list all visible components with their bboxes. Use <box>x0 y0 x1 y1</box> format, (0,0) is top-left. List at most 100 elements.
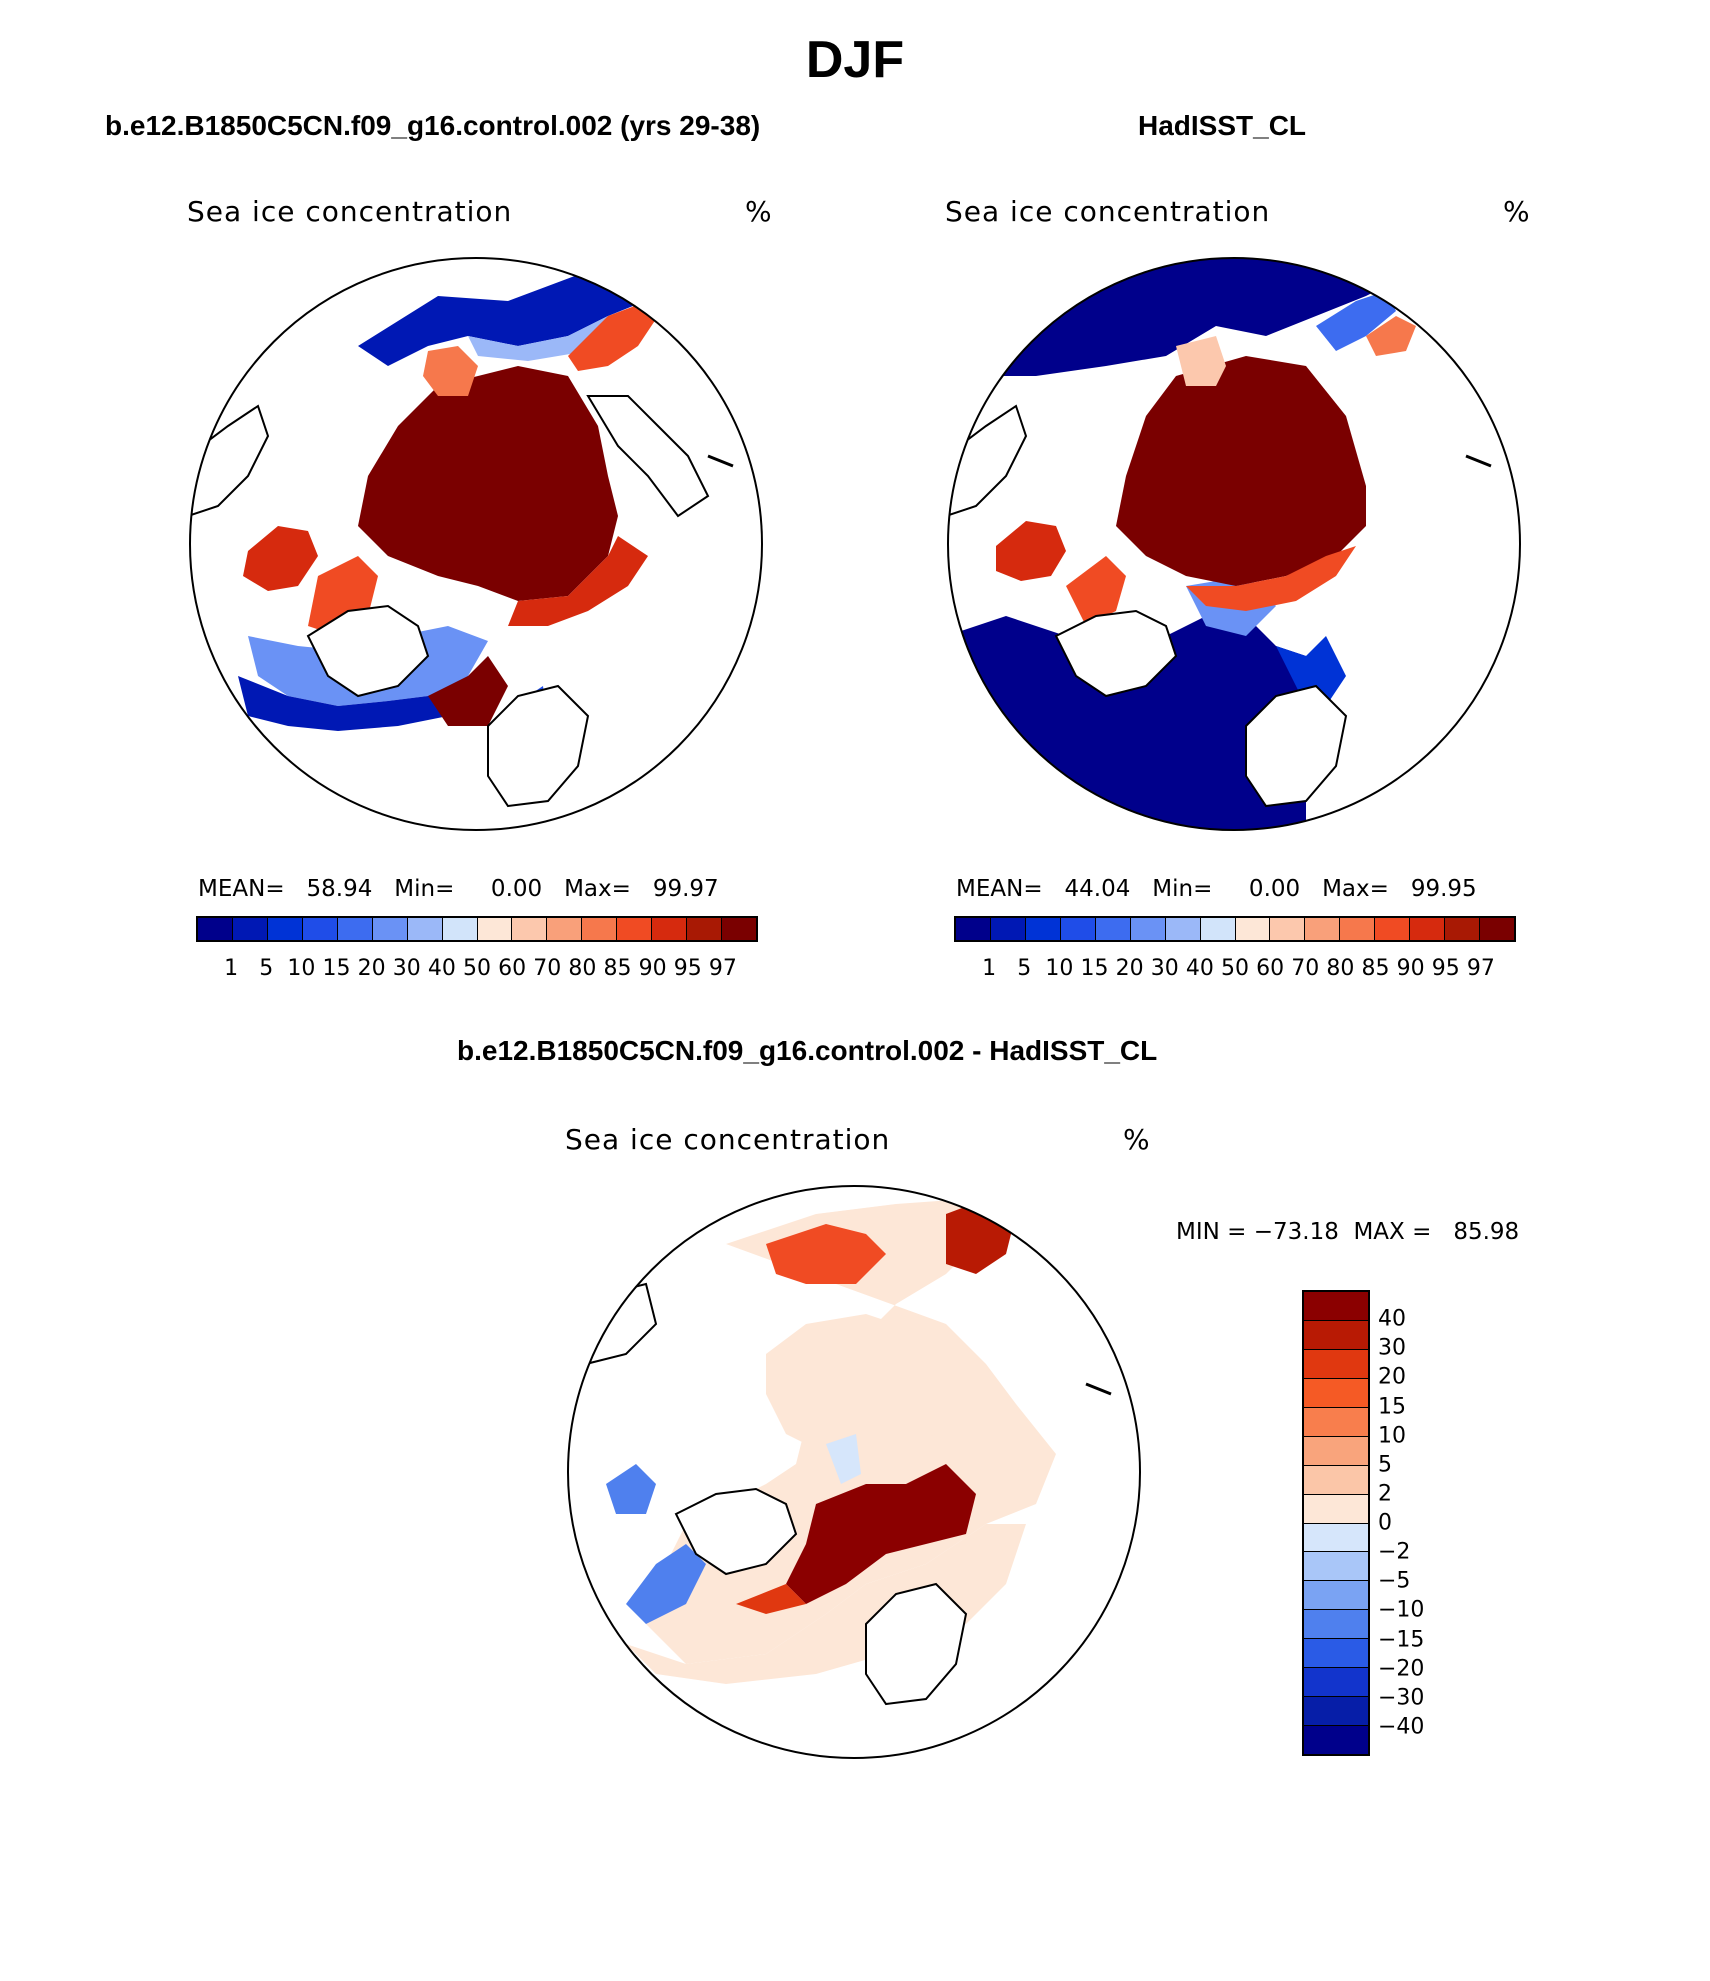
diff-colorbar-swatch <box>1304 1378 1368 1408</box>
right-colorbar-tick-label: 85 <box>1361 956 1390 981</box>
left-colorbar-ticks: 1 5 10 15 20 30 40 50 60 70 80 85 90 95 97 <box>196 956 758 986</box>
left-colorbar-tick-label: 60 <box>498 956 527 981</box>
left-colorbar-tick-label: 1 <box>224 956 239 981</box>
diff-colorbar-swatch <box>1304 1320 1368 1350</box>
diff-colorbar-swatch <box>1304 1639 1368 1669</box>
right-colorbar-swatch <box>1445 918 1481 940</box>
right-colorbar-tick-label: 5 <box>1017 956 1032 981</box>
diff-colorbar-tick-label: −5 <box>1378 1568 1411 1594</box>
diff-colorbar-swatch <box>1304 1523 1368 1553</box>
diff-colorbar-swatch <box>1304 1610 1368 1640</box>
right-colorbar-swatch <box>1130 918 1166 940</box>
diff-colorbar-tick-label: 20 <box>1378 1364 1406 1390</box>
diff-colorbar-tick-label: 2 <box>1378 1481 1392 1507</box>
right-colorbar-tick-label: 70 <box>1291 956 1320 981</box>
right-colorbar-swatch <box>1200 918 1236 940</box>
right-colorbar <box>954 916 1516 942</box>
right-colorbar-tick-label: 80 <box>1326 956 1355 981</box>
left-colorbar-swatch <box>407 918 443 940</box>
left-colorbar-swatch <box>337 918 373 940</box>
diff-colorbar-swatch <box>1304 1697 1368 1727</box>
left-stats: MEAN= 58.94 Min= 0.00 Max= 99.97 <box>198 876 719 902</box>
right-colorbar-swatch <box>1095 918 1131 940</box>
left-colorbar-swatch <box>442 918 478 940</box>
right-colorbar-swatch <box>1270 918 1306 940</box>
left-colorbar-swatch <box>372 918 408 940</box>
right-units-label: % <box>1503 195 1531 228</box>
left-colorbar-tick-label: 30 <box>392 956 421 981</box>
left-colorbar-swatch <box>547 918 583 940</box>
diff-stats: MIN = −73.18 MAX = 85.98 <box>1176 1219 1520 1245</box>
left-colorbar-tick-label: 90 <box>638 956 667 981</box>
diff-colorbar-tick-label: 10 <box>1378 1423 1406 1449</box>
left-colorbar-swatch <box>512 918 548 940</box>
diff-colorbar-swatch <box>1304 1436 1368 1466</box>
diff-colorbar <box>1302 1290 1370 1756</box>
left-colorbar-swatch <box>617 918 653 940</box>
diff-colorbar-swatch <box>1304 1494 1368 1524</box>
left-colorbar-swatch <box>477 918 513 940</box>
left-polar-map <box>189 257 763 831</box>
right-colorbar-tick-label: 95 <box>1431 956 1460 981</box>
right-colorbar-swatch <box>1305 918 1341 940</box>
diff-colorbar-swatch <box>1304 1465 1368 1495</box>
diff-colorbar-tick-label: −15 <box>1378 1627 1425 1652</box>
left-variable-label: Sea ice concentration <box>187 195 513 228</box>
left-colorbar-tick-label: 70 <box>533 956 562 981</box>
left-panel-title: b.e12.B1850C5CN.f09_g16.control.002 (yrs… <box>105 110 761 141</box>
left-colorbar-swatch <box>198 918 233 940</box>
left-colorbar-tick-label: 85 <box>603 956 632 981</box>
diff-panel-title: b.e12.B1850C5CN.f09_g16.control.002 - Ha… <box>457 1035 1158 1066</box>
right-colorbar-swatch <box>956 918 991 940</box>
right-colorbar-tick-label: 15 <box>1080 956 1109 981</box>
right-colorbar-tick-label: 90 <box>1396 956 1425 981</box>
diff-colorbar-tick-label: 5 <box>1378 1452 1392 1478</box>
diff-colorbar-swatch <box>1304 1292 1368 1321</box>
diff-colorbar-tick-label: −40 <box>1378 1714 1425 1740</box>
right-colorbar-tick-label: 10 <box>1045 956 1074 981</box>
right-polar-map <box>947 257 1521 831</box>
diff-colorbar-tick-label: 15 <box>1378 1394 1406 1419</box>
left-colorbar-swatch <box>267 918 303 940</box>
right-stats: MEAN= 44.04 Min= 0.00 Max= 99.95 <box>956 876 1477 902</box>
left-colorbar-swatch <box>652 918 688 940</box>
left-colorbar-tick-label: 50 <box>463 956 491 981</box>
right-colorbar-tick-label: 40 <box>1185 956 1214 981</box>
right-colorbar-tick-label: 20 <box>1115 956 1144 981</box>
right-colorbar-swatch <box>990 918 1026 940</box>
left-colorbar-swatch <box>687 918 723 940</box>
left-colorbar-tick-label: 20 <box>357 956 386 981</box>
left-units-label: % <box>745 195 773 228</box>
diff-colorbar-swatch <box>1304 1407 1368 1437</box>
left-colorbar-swatch <box>302 918 338 940</box>
left-colorbar-swatch <box>232 918 268 940</box>
diff-colorbar-tick-label: −30 <box>1378 1685 1425 1711</box>
right-panel-title: HadISST_CL <box>1138 110 1307 141</box>
right-colorbar-tick-label: 1 <box>982 956 997 981</box>
diff-polar-map <box>567 1185 1141 1759</box>
diff-units-label: % <box>1123 1123 1151 1156</box>
diff-colorbar-swatch <box>1304 1581 1368 1611</box>
diff-colorbar-tick-label: −20 <box>1378 1656 1425 1682</box>
diff-colorbar-swatch <box>1304 1349 1368 1379</box>
diff-colorbar-tick-label: 30 <box>1378 1335 1406 1361</box>
diff-colorbar-tick-label: −10 <box>1378 1597 1425 1623</box>
left-colorbar-tick-label: 97 <box>708 956 737 981</box>
right-colorbar-swatch <box>1235 918 1271 940</box>
right-colorbar-swatch <box>1340 918 1376 940</box>
diff-colorbar-tick-label: −2 <box>1378 1539 1411 1565</box>
left-colorbar-tick-label: 10 <box>287 956 316 981</box>
right-colorbar-tick-label: 97 <box>1466 956 1495 981</box>
left-colorbar-swatch <box>722 918 756 940</box>
right-colorbar-swatch <box>1060 918 1096 940</box>
left-colorbar-tick-label: 5 <box>259 956 274 981</box>
right-colorbar-swatch <box>1410 918 1446 940</box>
figure-title: DJF <box>805 31 905 89</box>
diff-colorbar-tick-label: 0 <box>1378 1510 1392 1536</box>
diff-colorbar-tick-label: 40 <box>1378 1306 1406 1332</box>
left-colorbar-tick-label: 15 <box>322 956 351 981</box>
right-colorbar-tick-label: 30 <box>1150 956 1179 981</box>
diff-colorbar-swatch <box>1304 1552 1368 1582</box>
right-colorbar-tick-label: 50 <box>1221 956 1249 981</box>
right-colorbar-swatch <box>1375 918 1411 940</box>
